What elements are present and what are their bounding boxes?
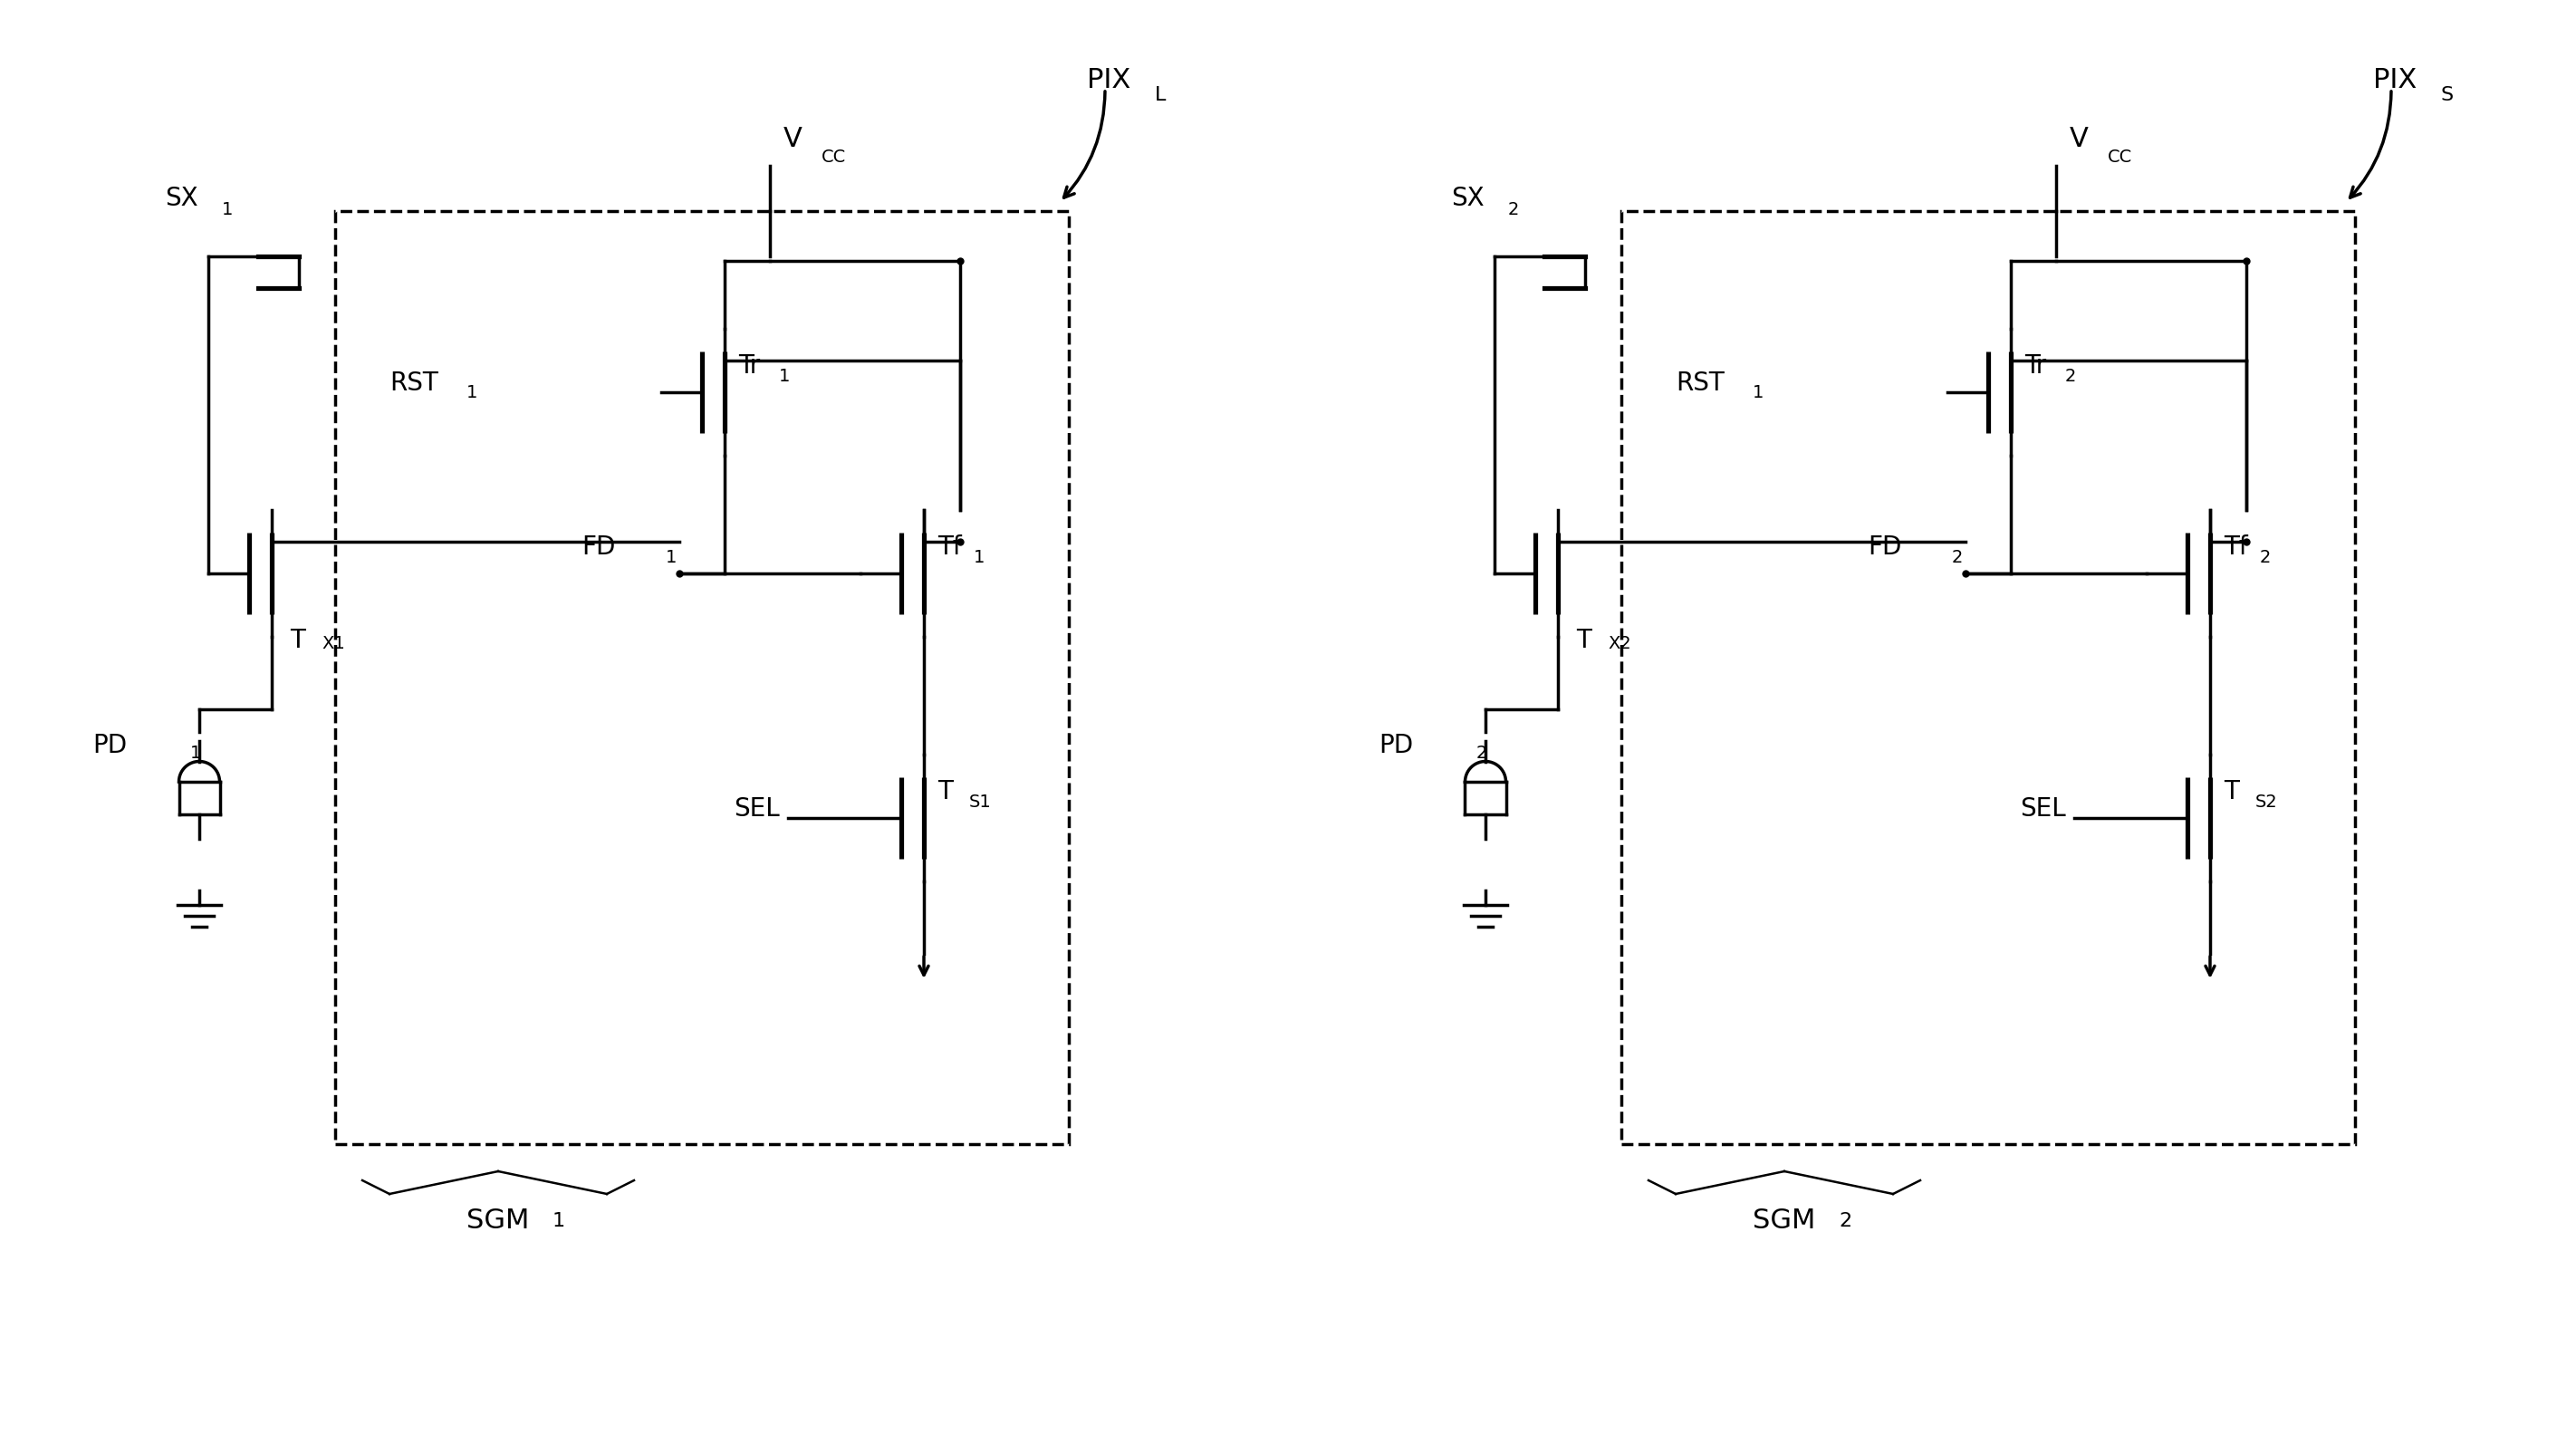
Text: 1: 1 <box>665 549 677 566</box>
Text: FD: FD <box>1868 535 1901 559</box>
Text: Tr: Tr <box>2025 353 2045 379</box>
Text: T: T <box>1577 628 1592 652</box>
Text: 2: 2 <box>2066 367 2076 384</box>
Text: L: L <box>1154 86 1167 105</box>
Text: V: V <box>2069 126 2089 152</box>
Text: T: T <box>291 628 304 652</box>
Text: X1: X1 <box>322 635 345 652</box>
Text: Tf: Tf <box>938 535 961 559</box>
Text: 2: 2 <box>2259 549 2272 566</box>
Text: 1: 1 <box>974 549 984 566</box>
Text: SEL: SEL <box>2020 796 2066 822</box>
Text: 2: 2 <box>1476 744 1486 761</box>
Text: RST: RST <box>1674 370 1723 396</box>
Text: 1: 1 <box>191 744 201 761</box>
Text: PD: PD <box>1378 733 1414 759</box>
Text: 2: 2 <box>1507 201 1520 218</box>
Text: S1: S1 <box>969 793 992 810</box>
Text: V: V <box>783 126 801 152</box>
Text: FD: FD <box>582 535 616 559</box>
Text: 2: 2 <box>1839 1212 1852 1230</box>
Text: 1: 1 <box>778 367 791 384</box>
Text: CC: CC <box>2107 149 2133 166</box>
Text: 2: 2 <box>1953 549 1963 566</box>
Text: T: T <box>938 779 953 804</box>
Text: SX: SX <box>165 186 198 211</box>
Text: S: S <box>2442 86 2455 105</box>
Text: Tr: Tr <box>739 353 760 379</box>
Text: SGM: SGM <box>1752 1207 1816 1233</box>
Text: SX: SX <box>1450 186 1484 211</box>
Text: PD: PD <box>93 733 126 759</box>
Text: Tf: Tf <box>2223 535 2249 559</box>
Text: PIX: PIX <box>1087 67 1131 93</box>
Text: X2: X2 <box>1607 635 1631 652</box>
Text: 1: 1 <box>222 201 232 218</box>
Text: S2: S2 <box>2257 793 2277 810</box>
Text: SGM: SGM <box>466 1207 531 1233</box>
Text: SEL: SEL <box>734 796 781 822</box>
Text: 1: 1 <box>466 384 477 402</box>
Text: 1: 1 <box>551 1212 564 1230</box>
Text: CC: CC <box>822 149 845 166</box>
Text: 1: 1 <box>1752 384 1765 402</box>
Text: T: T <box>2223 779 2239 804</box>
Text: PIX: PIX <box>2372 67 2416 93</box>
Text: RST: RST <box>389 370 438 396</box>
